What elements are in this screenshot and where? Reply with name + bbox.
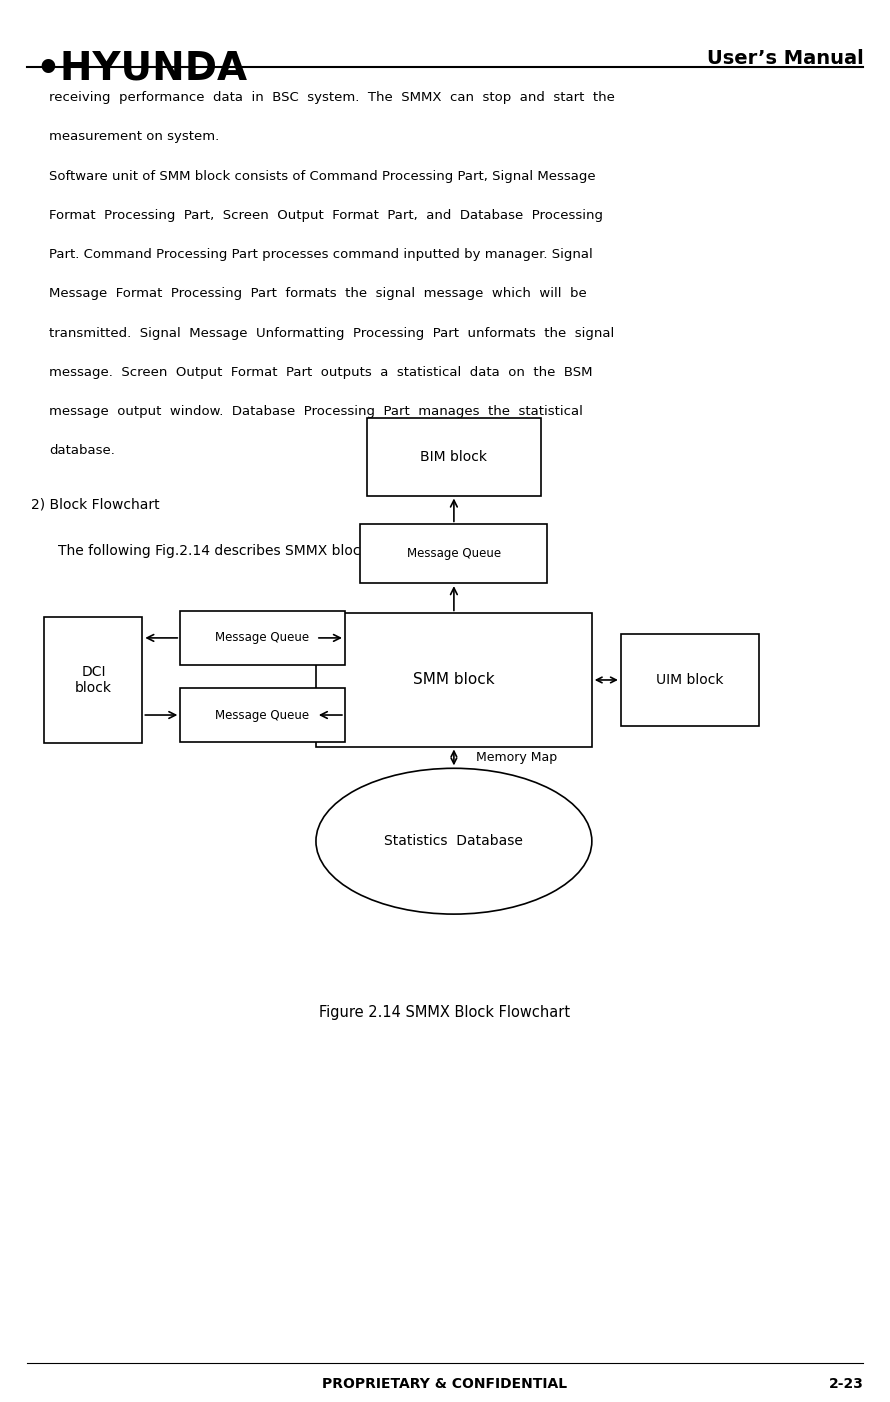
Text: measurement on system.: measurement on system. bbox=[49, 130, 219, 143]
Text: SMM block: SMM block bbox=[413, 673, 495, 687]
FancyBboxPatch shape bbox=[180, 611, 344, 665]
Text: Figure 2.14 SMMX Block Flowchart: Figure 2.14 SMMX Block Flowchart bbox=[320, 1005, 570, 1021]
Text: database.: database. bbox=[49, 444, 115, 457]
Text: BIM block: BIM block bbox=[420, 450, 488, 464]
FancyBboxPatch shape bbox=[316, 614, 592, 746]
FancyBboxPatch shape bbox=[360, 524, 547, 583]
Text: DCI
block: DCI block bbox=[75, 665, 112, 695]
Text: The following Fig.2.14 describes SMMX block flowchart.: The following Fig.2.14 describes SMMX bl… bbox=[58, 544, 442, 558]
Text: Message  Format  Processing  Part  formats  the  signal  message  which  will  b: Message Format Processing Part formats t… bbox=[49, 287, 587, 300]
Text: Memory Map: Memory Map bbox=[476, 751, 557, 764]
Text: Part. Command Processing Part processes command inputted by manager. Signal: Part. Command Processing Part processes … bbox=[49, 248, 593, 261]
Text: Message Queue: Message Queue bbox=[407, 547, 501, 561]
Text: Format  Processing  Part,  Screen  Output  Format  Part,  and  Database  Process: Format Processing Part, Screen Output Fo… bbox=[49, 209, 603, 222]
Text: UIM block: UIM block bbox=[656, 673, 724, 687]
Text: receiving  performance  data  in  BSC  system.  The  SMMX  can  stop  and  start: receiving performance data in BSC system… bbox=[49, 91, 615, 104]
Text: User’s Manual: User’s Manual bbox=[707, 49, 863, 69]
Text: message  output  window.  Database  Processing  Part  manages  the  statistical: message output window. Database Processi… bbox=[49, 405, 583, 418]
Text: 2-23: 2-23 bbox=[829, 1377, 863, 1391]
FancyBboxPatch shape bbox=[44, 617, 142, 743]
Ellipse shape bbox=[316, 768, 592, 914]
FancyBboxPatch shape bbox=[621, 634, 758, 726]
Text: 2) Block Flowchart: 2) Block Flowchart bbox=[31, 498, 160, 512]
Text: Message Queue: Message Queue bbox=[215, 631, 310, 645]
Text: transmitted.  Signal  Message  Unformatting  Processing  Part  unformats  the  s: transmitted. Signal Message Unformatting… bbox=[49, 327, 614, 339]
Text: •HYUNDA: •HYUNDA bbox=[36, 49, 247, 87]
Text: Statistics  Database: Statistics Database bbox=[384, 834, 523, 848]
FancyBboxPatch shape bbox=[180, 688, 344, 742]
Text: Software unit of SMM block consists of Command Processing Part, Signal Message: Software unit of SMM block consists of C… bbox=[49, 170, 595, 182]
Text: PROPRIETARY & CONFIDENTIAL: PROPRIETARY & CONFIDENTIAL bbox=[322, 1377, 568, 1391]
Text: message.  Screen  Output  Format  Part  outputs  a  statistical  data  on  the  : message. Screen Output Format Part outpu… bbox=[49, 366, 593, 379]
FancyBboxPatch shape bbox=[367, 418, 540, 495]
Text: Message Queue: Message Queue bbox=[215, 708, 310, 722]
